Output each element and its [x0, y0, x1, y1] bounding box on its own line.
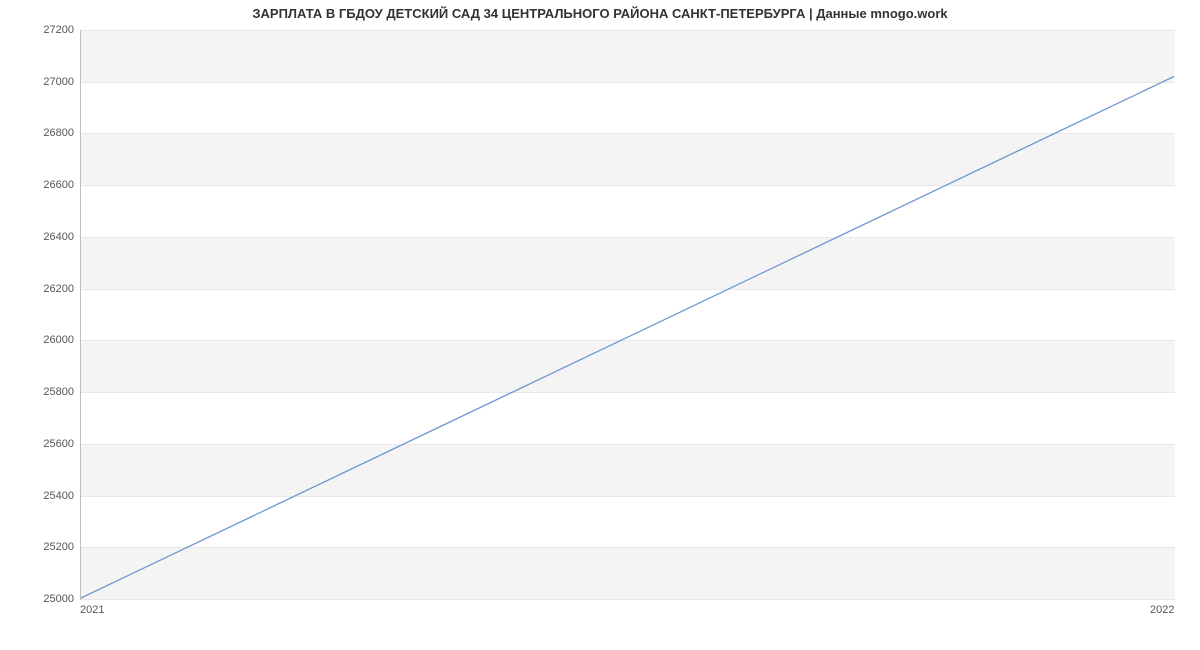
y-tick-label: 25400	[4, 490, 74, 502]
x-tick-label: 2021	[80, 604, 104, 616]
y-tick-label: 27000	[4, 76, 74, 88]
gridline	[81, 599, 1175, 600]
y-tick-label: 26800	[4, 127, 74, 139]
y-tick-label: 26600	[4, 179, 74, 191]
y-tick-label: 25800	[4, 386, 74, 398]
salary-line-chart: ЗАРПЛАТА В ГБДОУ ДЕТСКИЙ САД 34 ЦЕНТРАЛЬ…	[0, 0, 1200, 650]
y-tick-label: 25200	[4, 541, 74, 553]
data-line	[81, 30, 1175, 599]
y-tick-label: 25600	[4, 438, 74, 450]
y-tick-label: 25000	[4, 593, 74, 605]
plot-area	[80, 30, 1175, 600]
y-tick-label: 27200	[4, 24, 74, 36]
y-tick-label: 26000	[4, 334, 74, 346]
y-tick-label: 26200	[4, 283, 74, 295]
chart-title: ЗАРПЛАТА В ГБДОУ ДЕТСКИЙ САД 34 ЦЕНТРАЛЬ…	[0, 6, 1200, 21]
y-tick-label: 26400	[4, 231, 74, 243]
x-tick-label: 2022	[1150, 604, 1174, 616]
